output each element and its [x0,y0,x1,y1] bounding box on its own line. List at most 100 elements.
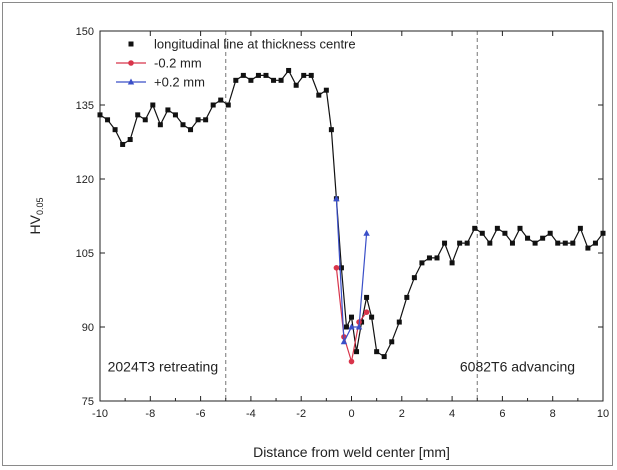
data-point [457,240,463,246]
data-point [547,230,553,236]
annotation-label: 2024T3 retreating [108,358,219,374]
series-layer [97,67,606,365]
data-point [338,265,344,271]
data-point [363,229,370,236]
data-point [562,240,568,246]
data-point [494,225,500,231]
x-tick-label: -6 [196,408,206,420]
data-point [233,77,239,83]
data-point [180,122,186,128]
data-point [210,102,216,108]
data-point [585,245,591,251]
data-point [343,324,349,330]
data-point [464,240,470,246]
data-point [105,117,111,123]
data-point [286,67,292,73]
annotations: 2024T3 retreating 6082T6 advancing [108,358,575,374]
y-tick-label: 90 [82,322,94,334]
data-point [570,240,576,246]
data-point [188,127,194,133]
data-point [479,230,485,236]
data-point [278,77,284,83]
series-0 [97,67,606,360]
x-tick-label: 10 [597,408,609,420]
data-point [165,107,171,113]
legend-label: -0.2 mm [154,56,202,71]
data-point [426,255,432,261]
data-point [540,235,546,241]
data-point [389,339,395,345]
data-point [97,112,103,118]
series-1 [333,265,370,365]
data-point [333,265,340,271]
data-point [349,314,354,320]
data-point [509,240,515,246]
x-tick-label: -8 [145,408,155,420]
x-tick-label: 2 [399,408,405,420]
data-point [374,349,380,355]
data-point [369,314,375,320]
data-point [517,225,523,231]
data-point [502,230,508,236]
data-point [487,240,493,246]
data-point [127,137,133,143]
data-point [411,275,417,281]
y-tick-label: 120 [76,174,94,186]
data-point [195,117,201,123]
data-point [333,195,340,202]
data-point [525,235,531,241]
data-point [340,338,348,345]
x-tick-label: 8 [550,408,556,420]
data-point [442,240,448,246]
data-point [348,358,355,365]
data-point [172,112,178,118]
annotation-label: 6082T6 advancing [460,358,575,374]
data-point [203,117,209,123]
data-point [248,77,254,83]
data-point [363,309,370,316]
data-point [348,323,355,330]
data-point [316,92,322,98]
x-tick-label: -2 [296,408,306,420]
y-tick-label: 75 [82,396,94,408]
data-point [293,82,299,88]
chart-frame [2,2,613,466]
data-point [577,225,583,231]
data-point [404,294,410,300]
y-tick-label: 150 [76,26,94,38]
data-point [263,72,269,78]
x-tick-label: 0 [348,408,354,420]
y-tick-label: 135 [76,100,94,112]
data-point [355,323,363,330]
y-tick-label: 105 [76,248,94,260]
y-axis-title: HV0.05 [27,198,45,235]
x-tick-label: -4 [246,408,256,420]
data-point [157,122,163,128]
data-point [532,240,538,246]
x-tick-label: 4 [449,408,455,420]
legend-label: +0.2 mm [154,75,205,90]
data-point [120,141,126,147]
data-point [127,78,135,85]
data-point [328,127,334,133]
y-axis-title-subscript: 0.05 [35,198,45,216]
data-point [323,87,329,93]
data-point [255,72,261,78]
y-axis-title-main: HV [27,214,43,234]
legend-label: longitudinal line at thickness centre [154,37,356,52]
data-point [555,240,561,246]
data-point [354,349,360,355]
data-point [434,255,440,261]
data-point [308,72,314,78]
data-point [128,60,134,66]
data-point [301,72,307,78]
data-point [600,230,606,236]
data-point [396,319,402,325]
data-point [592,240,598,246]
data-point [364,294,370,300]
data-point [142,117,148,123]
data-point [419,260,425,266]
x-tick-label: 6 [499,408,505,420]
data-point [218,97,224,103]
